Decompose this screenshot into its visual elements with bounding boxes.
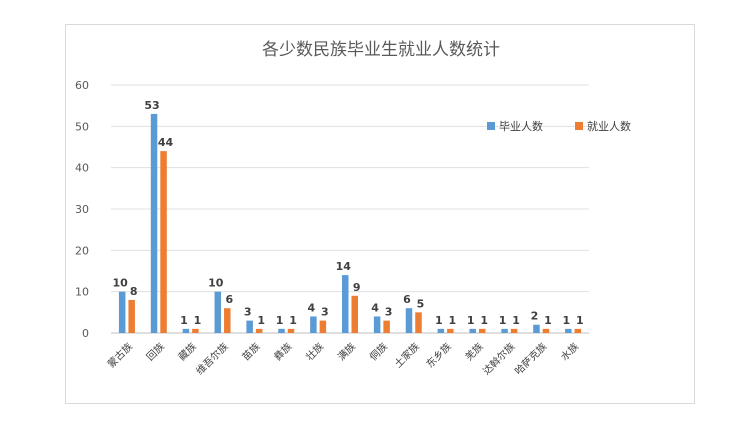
data-label: 3	[244, 306, 252, 319]
x-tick-label: 彝族	[271, 340, 294, 363]
data-label: 1	[180, 314, 188, 327]
bar-employed	[478, 328, 486, 333]
data-label: 1	[544, 314, 552, 327]
y-tick-label: 0	[82, 327, 89, 340]
bar-graduates	[565, 328, 572, 333]
x-tick-label: 侗族	[367, 340, 390, 363]
data-label: 1	[289, 314, 297, 327]
x-tick-label: 哈萨克族	[512, 340, 549, 377]
data-label: 10	[208, 277, 224, 290]
y-tick-label: 60	[75, 79, 89, 92]
data-label: 9	[353, 281, 361, 294]
bar-graduates	[437, 328, 445, 333]
bar-employed	[542, 328, 550, 333]
legend-swatch	[575, 122, 583, 130]
x-tick-label: 蒙古族	[105, 340, 135, 370]
bar-graduates	[214, 291, 222, 333]
data-label: 10	[113, 277, 129, 290]
bar-employed	[319, 320, 327, 333]
data-label: 8	[130, 285, 138, 298]
bar-graduates	[310, 316, 317, 333]
data-label: 1	[562, 314, 570, 327]
bar-employed	[192, 328, 199, 333]
x-tick-label: 土家族	[391, 340, 421, 370]
x-tick-label: 回族	[144, 340, 167, 363]
y-tick-label: 50	[75, 120, 89, 133]
bar-graduates	[182, 328, 190, 333]
bar-employed	[447, 328, 454, 333]
data-label: 1	[467, 314, 475, 327]
data-label: 14	[336, 260, 352, 273]
data-label: 1	[512, 314, 520, 327]
bar-graduates	[373, 316, 381, 333]
data-label: 6	[225, 293, 233, 306]
data-label: 53	[144, 99, 159, 112]
x-tick-label: 水族	[558, 340, 581, 363]
data-label: 3	[321, 306, 329, 319]
bar-employed	[128, 299, 135, 333]
legend-label: 毕业人数	[499, 120, 543, 133]
x-tick-label: 满族	[335, 340, 358, 363]
bar-employed	[224, 308, 231, 333]
bar-graduates	[533, 324, 540, 333]
bar-employed	[574, 328, 582, 333]
y-tick-label: 40	[75, 162, 89, 175]
data-label: 2	[531, 310, 539, 323]
x-tick-label: 藏族	[175, 340, 198, 363]
data-label: 5	[417, 297, 425, 310]
data-label: 1	[435, 314, 443, 327]
bar-graduates	[469, 328, 476, 333]
chart-title: 各少数民族毕业生就业人数统计	[262, 40, 500, 60]
bar-employed	[383, 320, 390, 333]
bar-graduates	[501, 328, 508, 333]
data-label: 1	[499, 314, 507, 327]
bar-graduates	[342, 275, 349, 333]
y-tick-label: 20	[75, 244, 89, 257]
data-label: 1	[480, 314, 488, 327]
data-label: 6	[403, 293, 411, 306]
x-tick-label: 维吾尔族	[193, 340, 230, 377]
x-tick-label: 达斡尔族	[480, 340, 517, 377]
bar-employed	[287, 328, 295, 333]
bar-employed	[255, 328, 263, 333]
bar-graduates	[150, 113, 158, 333]
data-label: 1	[449, 314, 457, 327]
legend-swatch	[487, 122, 495, 130]
x-tick-label: 东乡族	[423, 340, 453, 370]
data-label: 1	[276, 314, 284, 327]
bar-employed	[510, 328, 518, 333]
data-label: 3	[385, 306, 393, 319]
y-tick-label: 10	[75, 286, 89, 299]
bar-graduates	[118, 291, 126, 333]
x-tick-label: 羌族	[462, 340, 485, 363]
bar-employed	[415, 312, 422, 333]
bar-employed	[160, 151, 167, 333]
chart-frame: 各少数民族毕业生就业人数统计 0 10 20 30 40 50 60 10 8 蒙古族 53 44 回…	[65, 24, 695, 404]
data-label: 44	[158, 136, 174, 149]
data-label: 1	[257, 314, 265, 327]
bar-employed	[351, 295, 358, 333]
data-label: 1	[576, 314, 584, 327]
x-tick-label: 壮族	[303, 340, 326, 363]
data-label: 4	[308, 301, 316, 314]
x-tick-label: 苗族	[239, 340, 262, 363]
data-label: 1	[194, 314, 202, 327]
y-tick-label: 30	[75, 203, 89, 216]
bar-graduates	[246, 320, 253, 333]
legend-label: 就业人数	[587, 119, 631, 133]
bar-graduates	[278, 328, 285, 333]
bar-graduates	[405, 308, 413, 333]
data-label: 4	[371, 301, 379, 314]
